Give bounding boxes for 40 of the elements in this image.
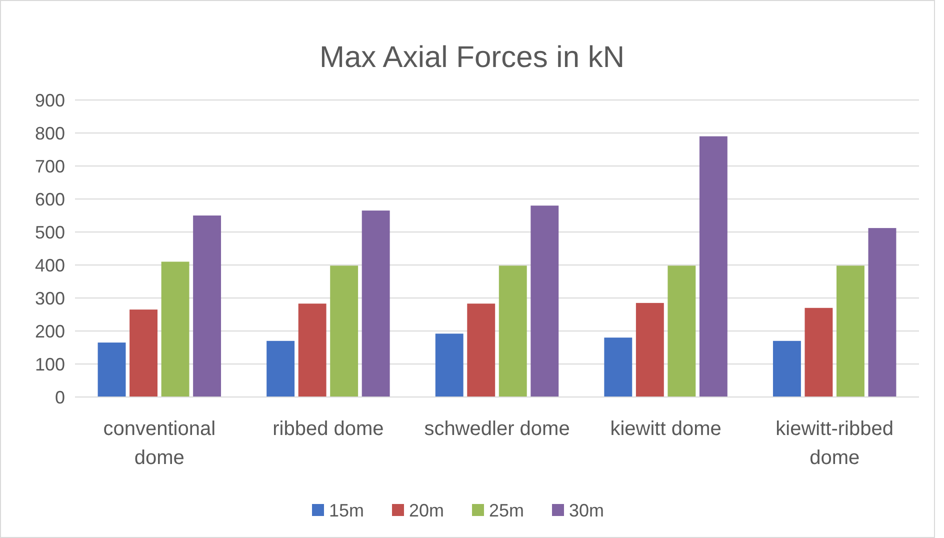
bar (330, 266, 358, 397)
bar (668, 266, 696, 397)
y-tick-label: 800 (34, 123, 65, 144)
y-tick-label: 100 (34, 354, 65, 374)
bar (498, 266, 527, 397)
y-tick-label: 900 (34, 90, 65, 110)
legend-label: 20m (409, 500, 444, 520)
bar (699, 136, 728, 397)
bar (636, 302, 664, 397)
bar (467, 304, 496, 397)
bar (435, 334, 464, 397)
y-tick-label: 400 (34, 255, 65, 276)
bar (98, 342, 126, 397)
bar (193, 216, 222, 397)
chart-title: Max Axial Forces in kN (319, 41, 625, 74)
bar (868, 228, 896, 397)
bar (266, 340, 295, 397)
x-tick-label: kiewitt-ribbed dome (776, 418, 894, 469)
bar (530, 206, 559, 397)
bar (604, 338, 632, 397)
y-tick-label: 700 (34, 156, 65, 176)
bar (772, 340, 801, 397)
y-tick-label: 200 (34, 321, 65, 342)
y-tick-label: 300 (34, 288, 65, 308)
y-tick-label: 500 (34, 222, 65, 242)
bar (298, 304, 326, 397)
legend-label: 30m (569, 500, 604, 520)
bar (804, 308, 833, 397)
y-tick-label: 600 (34, 189, 65, 210)
bar (130, 310, 158, 397)
x-tick-label: ribbed dome (272, 418, 384, 440)
legend-label: 25m (489, 500, 524, 520)
bar (362, 210, 390, 397)
legend-label: 15m (329, 500, 364, 520)
bar (161, 262, 190, 397)
bar (836, 266, 864, 397)
x-tick-label: kiewitt dome (610, 418, 722, 440)
y-tick-label: 0 (54, 387, 65, 408)
x-tick-label: conventional dome (103, 418, 216, 469)
x-tick-label: schwedler dome (424, 418, 570, 440)
